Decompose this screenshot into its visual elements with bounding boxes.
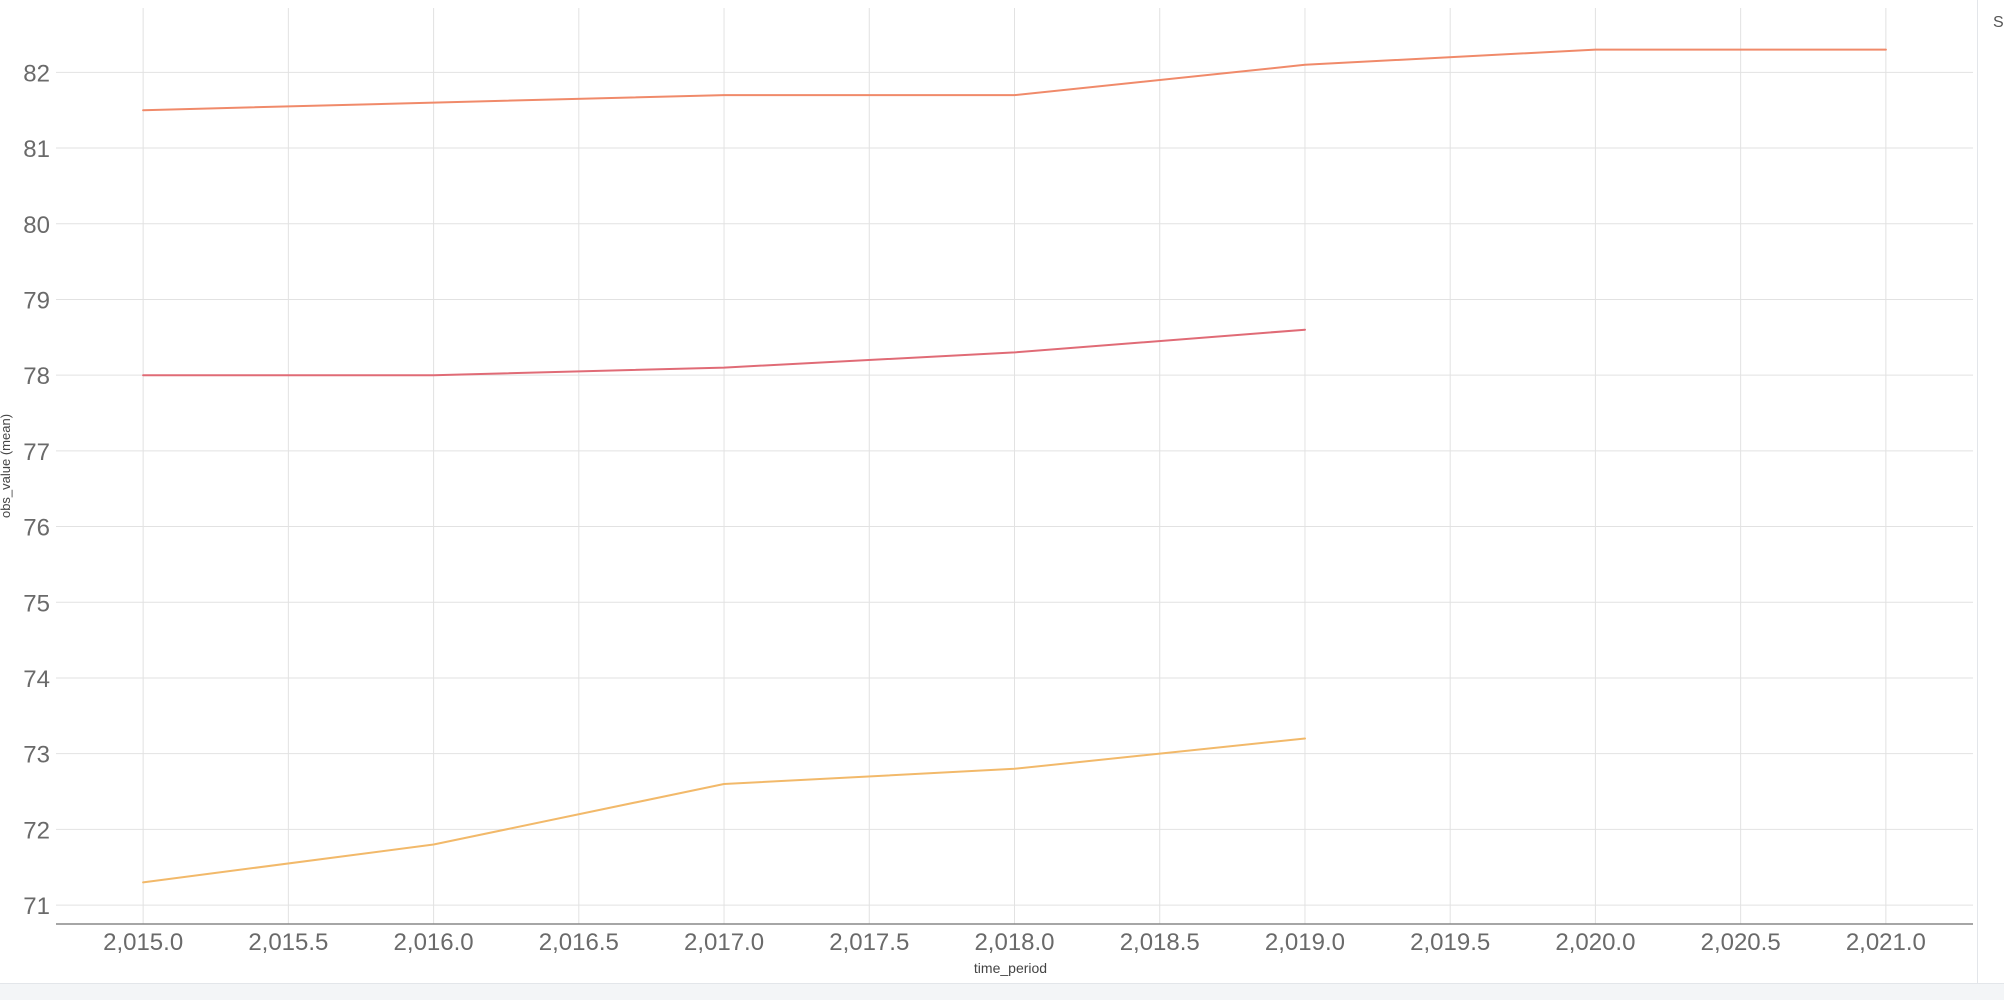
x-tick-label: 2,019.0 (1265, 929, 1345, 956)
x-tick-label: 2,018.0 (974, 929, 1054, 956)
series-line-3[interactable] (142, 737, 1306, 884)
y-tick-label: 78 (23, 363, 50, 390)
y-tick-label: 81 (23, 136, 50, 163)
y-tick-label: 74 (23, 666, 50, 693)
data-point[interactable] (141, 373, 146, 378)
data-point[interactable] (1593, 47, 1598, 52)
series-layer (141, 47, 1888, 885)
data-point[interactable] (1883, 47, 1888, 52)
data-point[interactable] (722, 365, 727, 370)
tick-labels: 2,015.0 2,015.5 2,016.0 2,016.5 2,017.0 2,017… (23, 60, 1926, 956)
right-panel-edge-label: S (1993, 14, 2004, 31)
data-point[interactable] (141, 880, 146, 885)
data-point[interactable] (431, 373, 436, 378)
data-point[interactable] (1302, 327, 1307, 332)
x-tick-label: 2,016.5 (539, 929, 619, 956)
data-point[interactable] (1302, 736, 1307, 741)
grid (56, 8, 1973, 924)
data-point[interactable] (1012, 93, 1017, 98)
y-tick-label: 72 (23, 817, 50, 844)
y-tick-label: 79 (23, 287, 50, 314)
x-tick-label: 2,015.5 (248, 929, 328, 956)
x-tick-label: 2,018.5 (1120, 929, 1200, 956)
y-tick-label: 73 (23, 742, 50, 769)
data-point[interactable] (722, 93, 727, 98)
y-axis-title: obs_value (mean) (0, 414, 13, 518)
data-point[interactable] (141, 108, 146, 113)
x-tick-label: 2,015.0 (103, 929, 183, 956)
y-tick-label: 82 (23, 60, 50, 87)
data-point[interactable] (1012, 350, 1017, 355)
data-point[interactable] (1012, 766, 1017, 771)
x-axis-title: time_period (974, 960, 1047, 976)
x-tick-label: 2,020.0 (1555, 929, 1635, 956)
data-point[interactable] (431, 842, 436, 847)
y-tick-label: 75 (23, 590, 50, 617)
x-tick-label: 2,021.0 (1846, 929, 1926, 956)
series-line-2[interactable] (142, 328, 1306, 377)
y-tick-label: 76 (23, 515, 50, 542)
x-tick-label: 2,019.5 (1410, 929, 1490, 956)
y-tick-label: 80 (23, 212, 50, 239)
x-tick-label: 2,017.5 (829, 929, 909, 956)
data-point[interactable] (431, 100, 436, 105)
y-tick-label: 77 (23, 439, 50, 466)
x-tick-label: 2,020.5 (1701, 929, 1781, 956)
y-tick-label: 71 (23, 893, 50, 920)
right-panel-divider (1977, 0, 1978, 983)
x-tick-label: 2,017.0 (684, 929, 764, 956)
data-point[interactable] (722, 781, 727, 786)
horizontal-scrollbar[interactable] (0, 983, 2004, 1000)
series-line-1[interactable] (142, 48, 1887, 112)
data-point[interactable] (1302, 62, 1307, 67)
x-tick-label: 2,016.0 (394, 929, 474, 956)
